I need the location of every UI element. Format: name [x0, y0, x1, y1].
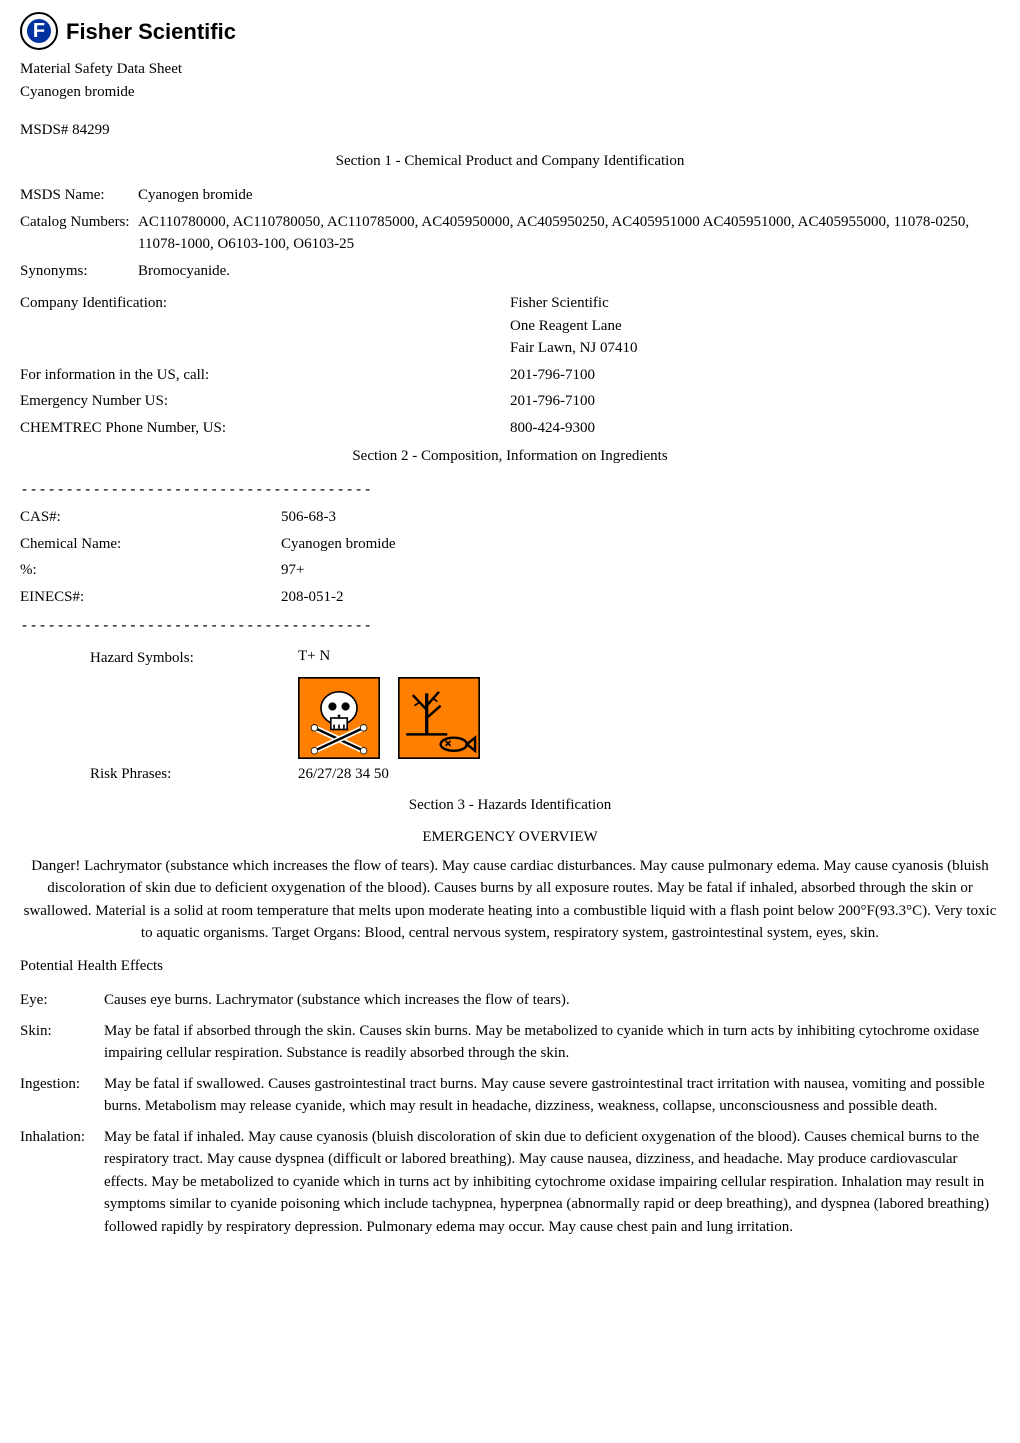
document-header: Material Safety Data Sheet Cyanogen brom… [20, 58, 1000, 103]
emergency-overview-label: EMERGENCY OVERVIEW [20, 826, 1000, 849]
catalog-numbers-val: AC110780000, AC110780050, AC110785000, A… [138, 209, 1000, 258]
chemname-val: Cyanogen bromide [280, 531, 397, 558]
inhalation-val: May be fatal if inhaled. May cause cyano… [104, 1122, 1000, 1243]
msds-name-val: Cyanogen bromide [138, 182, 1000, 209]
chemtrec-val: 800-424-9300 [510, 415, 1000, 442]
emergency-val: 201-796-7100 [510, 388, 1000, 415]
section2-composition-table: CAS#: 506-68-3 Chemical Name: Cyanogen b… [20, 504, 397, 610]
section2-divider-top: --------------------------------------- [20, 478, 1000, 501]
msds-name-key: MSDS Name: [20, 182, 138, 209]
company-id-val: Fisher Scientific One Reagent Lane Fair … [510, 290, 1000, 362]
brand-logo-row: F Fisher Scientific [20, 12, 1000, 50]
brand-logo-letter: F [33, 16, 45, 46]
chemical-name: Cyanogen bromide [20, 81, 1000, 104]
ingestion-val: May be fatal if swallowed. Causes gastro… [104, 1069, 1000, 1122]
risk-phrases-row: Risk Phrases: 26/27/28 34 50 [20, 763, 1000, 786]
section2-title: Section 2 - Composition, Information on … [20, 445, 1000, 468]
info-us-key: For information in the US, call: [20, 362, 510, 389]
document-type: Material Safety Data Sheet [20, 58, 1000, 81]
hazard-symbols-codes: T+ N [298, 645, 330, 668]
einecs-val: 208-051-2 [280, 584, 397, 611]
emergency-overview-text: Danger! Lachrymator (substance which inc… [20, 855, 1000, 945]
section1-identification-table: MSDS Name: Cyanogen bromide Catalog Numb… [20, 182, 1000, 284]
risk-phrases-val: 26/27/28 34 50 [280, 763, 389, 786]
potential-health-effects-label: Potential Health Effects [20, 955, 1000, 978]
percent-val: 97+ [280, 557, 397, 584]
section2-divider-bottom: --------------------------------------- [20, 614, 1000, 637]
eye-val: Causes eye burns. Lachrymator (substance… [104, 985, 1000, 1016]
emergency-key: Emergency Number US: [20, 388, 510, 415]
risk-phrases-label: Risk Phrases: [20, 763, 280, 786]
company-id-key: Company Identification: [20, 290, 510, 362]
hazard-icons-row [20, 677, 1000, 759]
section1-company-table: Company Identification: Fisher Scientifi… [20, 290, 1000, 441]
ingestion-key: Ingestion: [20, 1069, 104, 1122]
brand-name: Fisher Scientific [66, 15, 236, 48]
hazard-symbols-label: Hazard Symbols: [20, 645, 280, 670]
section1-title: Section 1 - Chemical Product and Company… [20, 150, 1000, 173]
section3-title: Section 3 - Hazards Identification [20, 794, 1000, 817]
synonyms-key: Synonyms: [20, 258, 138, 285]
percent-key: %: [20, 557, 280, 584]
skin-key: Skin: [20, 1016, 104, 1069]
synonyms-val: Bromocyanide. [138, 258, 1000, 285]
msds-number: MSDS# 84299 [20, 119, 1000, 142]
catalog-numbers-key: Catalog Numbers: [20, 209, 138, 258]
brand-logo-icon: F [20, 12, 58, 50]
inhalation-key: Inhalation: [20, 1122, 104, 1243]
skin-val: May be fatal if absorbed through the ski… [104, 1016, 1000, 1069]
environment-hazard-icon [398, 677, 480, 759]
chemtrec-key: CHEMTREC Phone Number, US: [20, 415, 510, 442]
hazard-symbols-value-block: T+ N [280, 645, 330, 668]
health-effects-table: Eye: Causes eye burns. Lachrymator (subs… [20, 985, 1000, 1242]
info-us-val: 201-796-7100 [510, 362, 1000, 389]
eye-key: Eye: [20, 985, 104, 1016]
company-line2: One Reagent Lane [510, 315, 1000, 338]
company-line1: Fisher Scientific [510, 292, 1000, 315]
cas-key: CAS#: [20, 504, 280, 531]
chemname-key: Chemical Name: [20, 531, 280, 558]
toxic-icon [298, 677, 380, 759]
cas-val: 506-68-3 [280, 504, 397, 531]
hazard-symbols-row: Hazard Symbols: T+ N [20, 645, 1000, 670]
hazard-icons [280, 677, 480, 759]
einecs-key: EINECS#: [20, 584, 280, 611]
company-line3: Fair Lawn, NJ 07410 [510, 337, 1000, 360]
